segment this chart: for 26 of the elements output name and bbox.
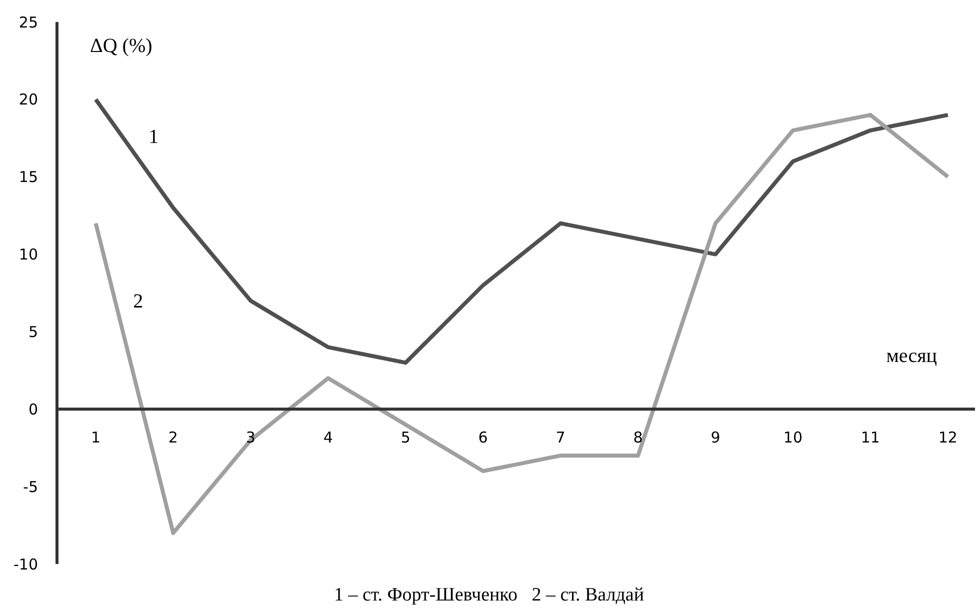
y-tick-label: -10 bbox=[14, 555, 38, 574]
x-tick-label: 8 bbox=[633, 428, 643, 446]
series-label: 2 bbox=[133, 290, 144, 313]
x-tick-label: 3 bbox=[246, 428, 256, 446]
y-tick-label: 15 bbox=[18, 168, 38, 186]
x-tick-label: 11 bbox=[860, 428, 880, 446]
y-tick-label: 25 bbox=[18, 13, 38, 32]
y-axis-title: ΔQ (%) bbox=[90, 35, 152, 57]
y-tick-label: 5 bbox=[28, 322, 38, 341]
x-tick-label: 4 bbox=[323, 428, 333, 446]
y-tick-label: 0 bbox=[28, 400, 38, 418]
x-tick-label: 5 bbox=[400, 428, 410, 446]
x-tick-label: 7 bbox=[556, 428, 566, 446]
x-tick-label: 2 bbox=[168, 428, 178, 446]
y-tick-label: 20 bbox=[18, 90, 38, 109]
x-tick-label: 9 bbox=[710, 428, 720, 446]
y-tick-label: -5 bbox=[23, 478, 38, 496]
line-series bbox=[94, 97, 950, 365]
series-label: 1 bbox=[148, 126, 159, 148]
x-axis-title: месяц bbox=[886, 345, 938, 367]
x-tick-label: 1 bbox=[90, 428, 101, 446]
x-tick-label: 6 bbox=[478, 428, 488, 446]
x-tick-label: 10 bbox=[783, 428, 802, 446]
x-tick-label: 12 bbox=[938, 428, 958, 446]
text: 1 – ст. Форт-Шевченко 2 – ст. Валдай bbox=[334, 584, 644, 606]
y-tick-label: 10 bbox=[18, 246, 38, 264]
